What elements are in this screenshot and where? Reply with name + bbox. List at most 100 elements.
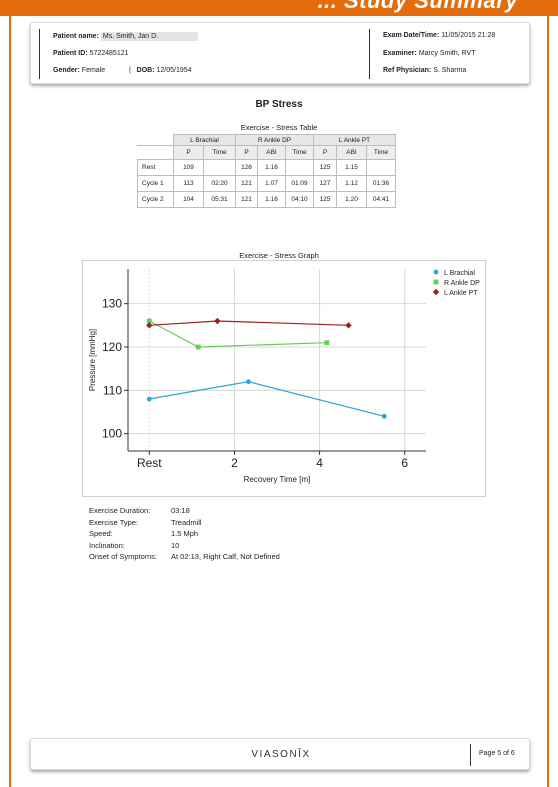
- table-cell: 05:31: [203, 191, 236, 208]
- data-point: [246, 379, 251, 385]
- y-tick-label: 100: [102, 427, 122, 441]
- patient-name: Ms. Smith, Jan D.: [100, 32, 199, 41]
- data-point: [195, 344, 201, 350]
- y-tick-label: 110: [103, 383, 122, 397]
- table-cell: 02:20: [203, 175, 236, 192]
- data-point: [146, 396, 152, 402]
- gender-label: Gender:: [53, 67, 80, 74]
- dob-label: DOB:: [136, 67, 155, 74]
- summary-value: 10: [171, 540, 180, 550]
- table-cell: 1.16: [257, 191, 286, 208]
- summary-key: Inclination:: [89, 540, 125, 550]
- table-cell: 04:41: [366, 191, 396, 208]
- table-cell: 104: [173, 191, 204, 208]
- table-cell: 109: [173, 159, 204, 176]
- y-axis-label: Pressure [mmHg]: [88, 329, 97, 391]
- table-cell: 1.12: [336, 175, 367, 192]
- legend-label: L Brachial: [444, 270, 475, 277]
- banner-text: ... Study Summary: [317, 0, 518, 13]
- table-cell: [366, 159, 396, 176]
- table-cell: 01:09: [285, 175, 314, 192]
- page-number: Page 5 of 6: [479, 750, 515, 757]
- table-cell: [285, 159, 314, 176]
- column-header: Time: [285, 145, 314, 160]
- table-cell: 125: [313, 191, 337, 208]
- series-line: [149, 381, 385, 417]
- table-cell: 121: [235, 191, 258, 208]
- legend-label: L Ankle PT: [444, 290, 478, 297]
- summary-value: Treadmill: [171, 517, 202, 527]
- table-cell: [203, 159, 236, 176]
- table-cell: 1.20: [336, 191, 367, 208]
- dob-separator: |: [129, 67, 135, 74]
- divider: [369, 29, 370, 79]
- ref-physician-row: Ref Physician: S. Sharma: [383, 67, 466, 74]
- exam-row: Exam Date/Time: 11/05/2015 21:28: [383, 32, 495, 39]
- row-label: Cycle 2: [137, 191, 174, 208]
- table-cell: 1.16: [257, 159, 286, 176]
- table-corner: [137, 134, 174, 146]
- column-header: Time: [203, 145, 236, 160]
- summary-key: Speed:: [89, 529, 113, 538]
- data-point: [146, 318, 152, 324]
- legend-label: R Ankle DP: [444, 280, 480, 287]
- data-point: [345, 322, 352, 329]
- summary-row: Inclination: 10: [89, 541, 280, 553]
- x-tick-label: 2: [231, 456, 238, 470]
- table-row: Rest 109 126 1.16 125 1.15: [137, 159, 396, 176]
- ref-physician-label: Ref Physician:: [383, 67, 432, 74]
- table-row: Cycle 1 113 02:20 121 1.07 01:09 127 1.1…: [137, 175, 396, 192]
- x-tick-label: 4: [316, 456, 323, 470]
- patient-id-row: Patient ID: 5722485121: [53, 50, 129, 57]
- summary-key: Exercise Duration:: [89, 506, 151, 515]
- table-cell: 04:10: [285, 191, 314, 208]
- table-cell: 125: [313, 159, 337, 176]
- x-axis-label: Recovery Time [m]: [244, 475, 311, 484]
- series-line: [149, 320, 349, 326]
- group-header: L Brachial: [173, 134, 236, 146]
- series-line: [149, 320, 327, 348]
- viasonix-logo: VIASONÎX: [251, 749, 311, 760]
- dob: 12/05/1954: [156, 67, 192, 74]
- group-header: R Ankle DP: [235, 134, 314, 146]
- column-header: Time: [366, 145, 396, 160]
- page-footer: VIASONÎX Page 5 of 6: [30, 738, 530, 770]
- legend-marker: [432, 288, 440, 296]
- data-point: [146, 322, 153, 329]
- table-cell: 01:36: [366, 175, 396, 192]
- data-point: [324, 340, 330, 346]
- legend-marker: [433, 269, 439, 275]
- column-header: P: [235, 145, 258, 160]
- table-title: Exercise - Stress Table: [240, 123, 318, 132]
- exam-datetime: 11/05/2015 21:28: [441, 32, 496, 39]
- top-banner: ... Study Summary: [0, 0, 558, 16]
- row-label: Cycle 1: [137, 175, 174, 192]
- divider: [470, 744, 471, 766]
- page-title: BP Stress: [255, 99, 303, 110]
- gender-row: Gender: Female: [53, 67, 105, 74]
- examiner: Marcy Smith, RVT: [418, 50, 476, 57]
- table-cell: 121: [235, 175, 258, 192]
- summary-value: At 02:13, Right Calf, Not Defined: [171, 552, 280, 561]
- ref-physician: S. Sharma: [433, 67, 467, 74]
- data-point: [381, 413, 387, 419]
- stress-graph: 100 110 120 130 Rest 2 4 6 Recovery Time [m] Pres…: [82, 260, 486, 497]
- patient-name-label: Patient name:: [53, 33, 99, 40]
- right-border: [547, 16, 549, 787]
- column-header: P: [173, 145, 204, 160]
- table-cell: 1.15: [336, 159, 367, 176]
- summary-row: Onset of Symptoms: At 02:13, Right Calf, …: [89, 552, 280, 564]
- patient-name-row: Patient name: Ms. Smith, Jan D.: [53, 32, 199, 41]
- left-border: [9, 16, 11, 787]
- graph-title: Exercise - Stress Graph: [239, 251, 319, 260]
- summary-key: Onset of Symptoms:: [89, 552, 157, 561]
- x-tick-label: Rest: [137, 456, 162, 470]
- column-header: ABI: [257, 145, 286, 160]
- table-row: Cycle 2 104 05:31 121 1.16 04:10 125 1.2…: [137, 191, 396, 208]
- patient-header: Patient name: Ms. Smith, Jan D. Patient …: [30, 22, 530, 84]
- table-cell: 113: [173, 175, 204, 192]
- table-corner: [137, 145, 174, 160]
- y-tick-label: 130: [102, 297, 122, 311]
- table-cell: 1.07: [257, 175, 286, 192]
- summary-row: Exercise Duration: 03:18: [89, 506, 280, 518]
